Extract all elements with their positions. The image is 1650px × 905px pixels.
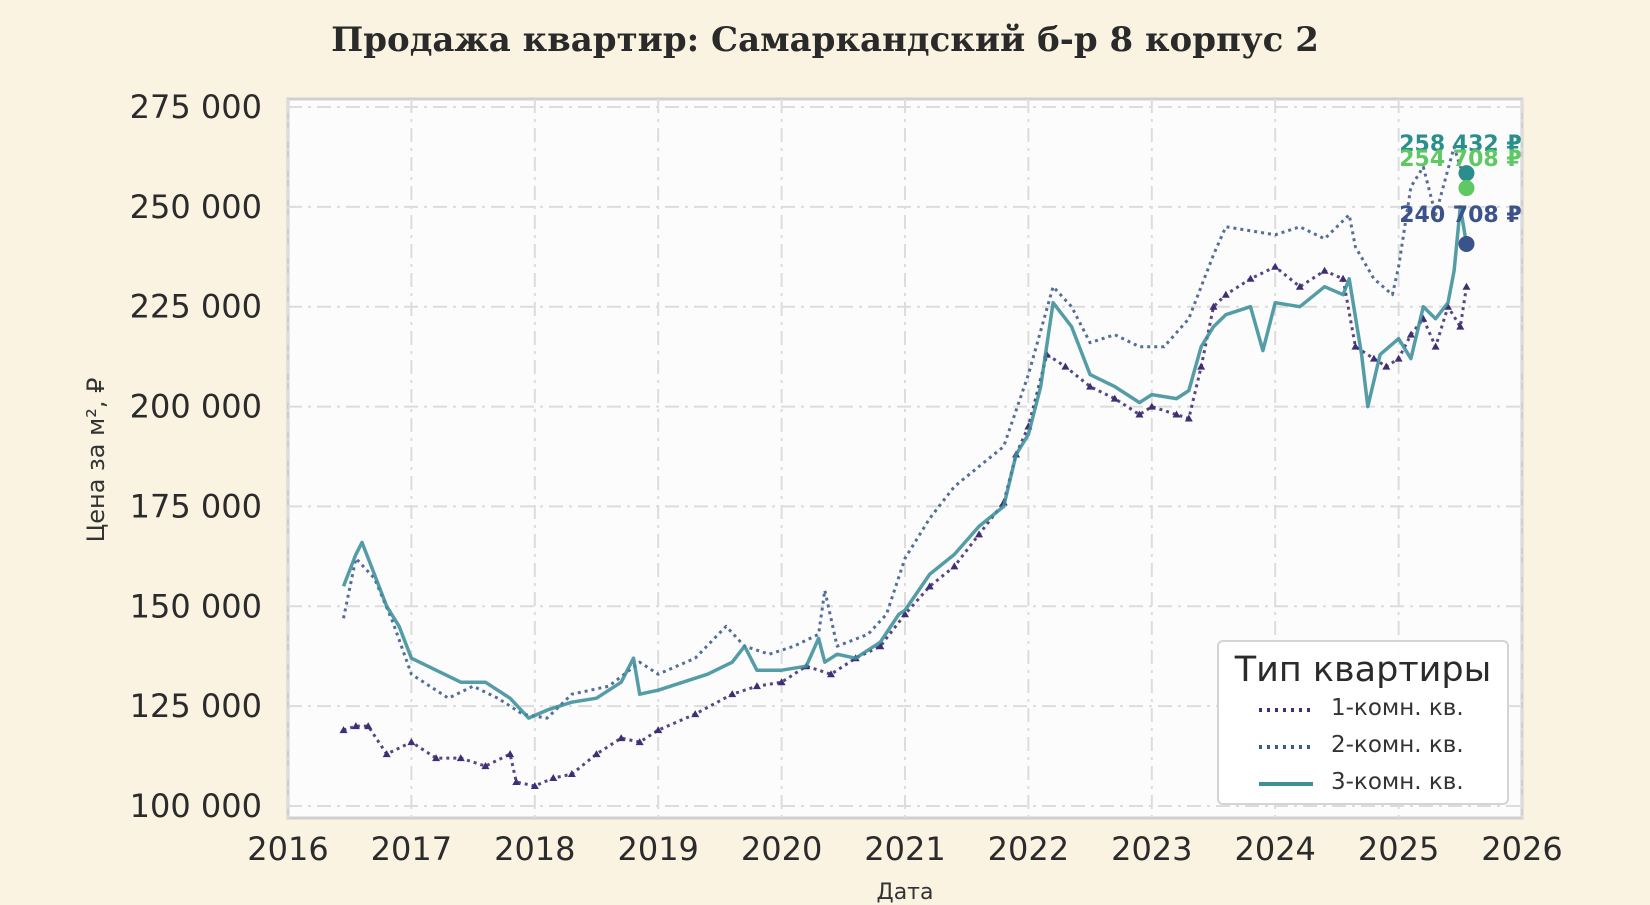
series-point-1 xyxy=(1197,362,1206,370)
series-point-1 xyxy=(1110,394,1119,402)
series-point-1 xyxy=(1339,274,1348,282)
series-point-1 xyxy=(364,722,373,730)
series-point-1 xyxy=(1086,382,1095,390)
series-point-1 xyxy=(506,750,515,758)
series-point-1 xyxy=(530,782,539,790)
series-point-1 xyxy=(1172,410,1181,418)
series-point-1 xyxy=(1147,402,1156,410)
series-point-1 xyxy=(1320,266,1329,274)
x-tick-label: 2024 xyxy=(1234,830,1315,868)
series-point-1 xyxy=(1369,354,1378,362)
series-line-2 xyxy=(342,145,1468,720)
series-point-1 xyxy=(1382,362,1391,370)
series-point-1 xyxy=(1271,262,1280,270)
y-tick-label: 275 000 xyxy=(130,88,262,126)
series-point-1 xyxy=(950,562,959,570)
last-value-marker xyxy=(1458,235,1475,252)
series-point-1 xyxy=(617,734,626,742)
chart-title: Продажа квартир: Самаркандский б-р 8 кор… xyxy=(331,20,1319,60)
y-tick-label: 125 000 xyxy=(130,687,262,725)
legend-label-1room: 1-комн. кв. xyxy=(1331,695,1464,721)
series-point-1 xyxy=(1462,282,1471,290)
x-axis-label: Дата xyxy=(876,880,934,905)
series-point-1 xyxy=(1406,330,1415,338)
legend-label-3room: 3-комн. кв. xyxy=(1331,769,1464,795)
series-point-1 xyxy=(1061,362,1070,370)
series-point-1 xyxy=(826,670,835,678)
y-tick-label: 225 000 xyxy=(130,288,262,326)
series-point-1 xyxy=(654,726,663,734)
legend-swatch-2room xyxy=(1259,745,1313,749)
x-tick-label: 2019 xyxy=(617,830,698,868)
x-tick-label: 2023 xyxy=(1111,830,1192,868)
legend-title: Тип квартиры xyxy=(1234,650,1492,690)
series-point-1 xyxy=(635,738,644,746)
x-tick-label: 2022 xyxy=(988,830,1069,868)
series-point-1 xyxy=(1184,414,1193,422)
series-line-3 xyxy=(341,205,1469,720)
series-point-1 xyxy=(351,722,360,730)
series-point-1 xyxy=(339,726,348,734)
y-tick-label: 200 000 xyxy=(130,388,262,426)
last-value-marker xyxy=(1458,165,1475,182)
y-tick-label: 250 000 xyxy=(130,188,262,226)
series-point-1 xyxy=(1295,282,1304,290)
series-point-1 xyxy=(1221,290,1230,298)
series-point-1 xyxy=(432,754,441,762)
series-point-1 xyxy=(407,738,416,746)
x-tick-label: 2016 xyxy=(247,830,328,868)
x-tick-label: 2017 xyxy=(371,830,452,868)
series-point-1 xyxy=(1431,342,1440,350)
series-point-1 xyxy=(925,582,934,590)
series-point-1 xyxy=(1456,322,1465,330)
x-tick-label: 2020 xyxy=(741,830,822,868)
y-tick-label: 150 000 xyxy=(130,587,262,625)
series-point-1 xyxy=(901,610,909,618)
series-point-1 xyxy=(1246,274,1255,282)
x-tick-label: 2026 xyxy=(1481,830,1562,868)
last-value-label: 240 708 ₽ xyxy=(1399,203,1521,228)
series-point-1 xyxy=(567,770,576,778)
series-point-1 xyxy=(1394,354,1403,362)
series-point-1 xyxy=(876,642,885,650)
series-point-1 xyxy=(512,778,521,786)
series-point-1 xyxy=(382,750,391,758)
y-tick-label: 100 000 xyxy=(130,787,262,825)
legend-swatch-3room xyxy=(1259,782,1313,786)
series-point-1 xyxy=(777,678,786,686)
x-tick-label: 2025 xyxy=(1358,830,1439,868)
series-point-1 xyxy=(752,682,761,690)
series-point-1 xyxy=(592,750,601,758)
y-axis-label: Цена за м², ₽ xyxy=(82,377,110,543)
series-point-1 xyxy=(1351,342,1360,350)
last-value-label: 254 708 ₽ xyxy=(1399,147,1521,172)
series-point-1 xyxy=(975,530,984,538)
legend: Тип квартиры 1-комн. кв. 2-комн. кв. 3-к… xyxy=(1217,640,1509,805)
last-value-label: 258 432 ₽ xyxy=(1399,132,1521,157)
series-point-1 xyxy=(728,690,737,698)
x-tick-label: 2021 xyxy=(864,830,945,868)
series-point-1 xyxy=(1209,302,1218,310)
series-point-1 xyxy=(549,774,558,782)
legend-swatch-1room xyxy=(1259,708,1313,712)
series-point-1 xyxy=(456,754,465,762)
last-value-marker xyxy=(1458,180,1475,197)
series-point-1 xyxy=(691,710,700,718)
y-tick-label: 175 000 xyxy=(130,487,262,525)
series-point-1 xyxy=(1135,410,1144,418)
legend-label-2room: 2-комн. кв. xyxy=(1331,732,1464,758)
series-point-1 xyxy=(481,762,490,770)
x-tick-label: 2018 xyxy=(494,830,575,868)
